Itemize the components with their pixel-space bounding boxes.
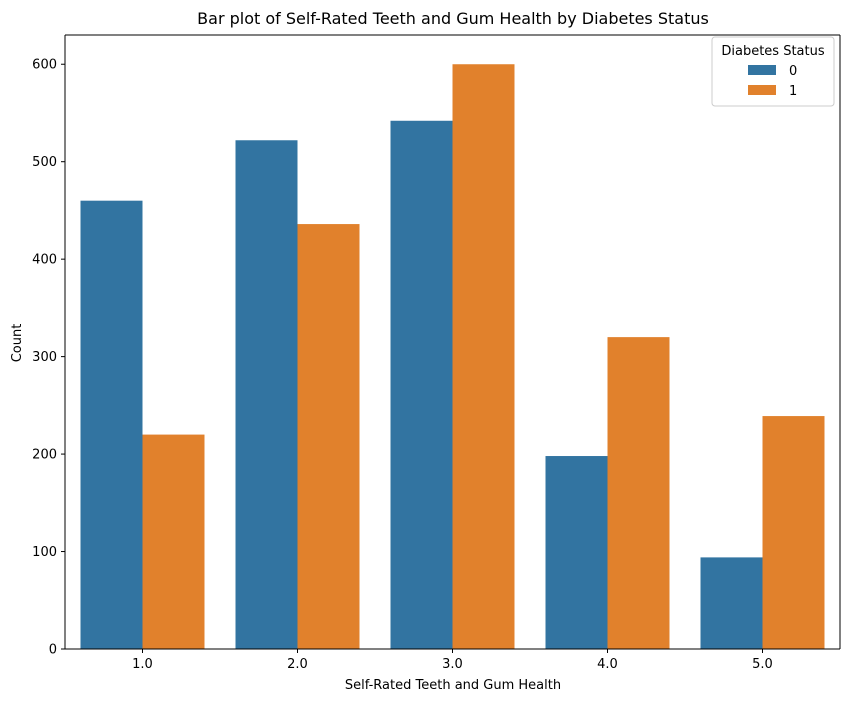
x-tick-label: 4.0 <box>597 657 618 672</box>
chart-title: Bar plot of Self-Rated Teeth and Gum Hea… <box>197 9 709 28</box>
y-tick-label: 400 <box>32 253 57 268</box>
y-tick-label: 500 <box>32 155 57 170</box>
legend-swatch-0 <box>748 65 776 75</box>
legend-swatch-1 <box>748 85 776 95</box>
x-tick-label: 2.0 <box>287 657 308 672</box>
y-axis-label: Count <box>10 324 25 363</box>
x-tick-label: 5.0 <box>752 657 773 672</box>
legend-label-1: 1 <box>789 84 797 99</box>
y-tick-label: 200 <box>32 448 57 463</box>
bar-series-0-cat-3.0 <box>390 120 453 649</box>
bars-group <box>80 64 825 650</box>
bar-series-0-cat-4.0 <box>545 456 608 649</box>
bar-series-1-cat-1.0 <box>142 434 205 649</box>
bar-series-1-cat-2.0 <box>297 224 360 650</box>
bar-series-0-cat-5.0 <box>700 557 763 649</box>
bar-series-0-cat-2.0 <box>235 140 298 649</box>
legend: Diabetes Status 0 1 <box>711 36 835 107</box>
axes-group: 0 100 200 300 400 500 600 1.0 2.0 3.0 4.0 5.0 <box>32 34 841 672</box>
y-tick-label: 300 <box>32 350 57 365</box>
x-tick-label: 1.0 <box>132 657 153 672</box>
legend-title: Diabetes Status <box>721 44 824 59</box>
x-axis-label: Self-Rated Teeth and Gum Health <box>345 678 561 693</box>
bar-series-0-cat-1.0 <box>80 200 143 649</box>
bar-series-1-cat-3.0 <box>452 64 515 649</box>
legend-label-0: 0 <box>789 64 797 79</box>
bar-series-1-cat-5.0 <box>762 416 825 649</box>
y-tick-label: 600 <box>32 58 57 73</box>
x-tick-label: 3.0 <box>442 657 463 672</box>
bar-series-1-cat-4.0 <box>607 337 670 649</box>
y-tick-label: 100 <box>32 545 57 560</box>
y-tick-label: 0 <box>49 643 57 658</box>
